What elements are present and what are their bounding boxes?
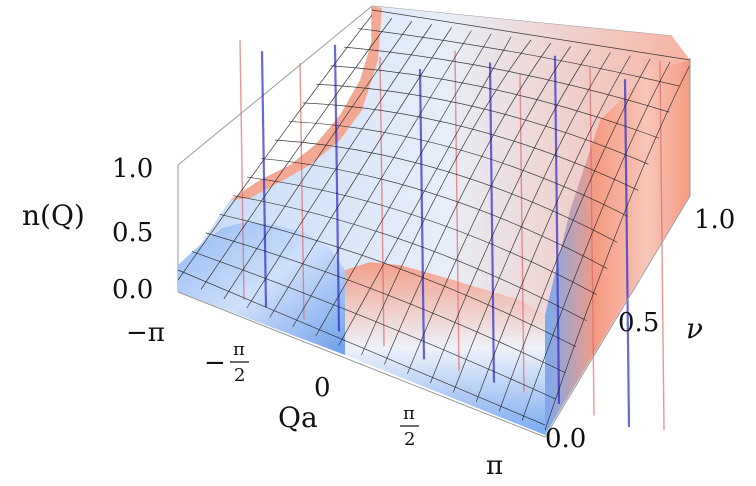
surface-stripe <box>333 44 341 332</box>
z-axis-label: n(Q) <box>22 199 85 232</box>
x-tick-frac: π 2 <box>230 339 249 386</box>
surface-stripe <box>519 73 525 393</box>
mesh-line <box>344 46 670 113</box>
z-tick-label: 0.0 <box>112 275 153 305</box>
mesh-line <box>407 46 572 374</box>
plot-box-front <box>177 58 691 438</box>
surface-stripe <box>623 79 631 428</box>
z-axis: 0.0 0.5 1.0 n(Q) <box>22 154 153 305</box>
x-axis: −π − π 2 0 π 2 π Qa <box>126 318 503 481</box>
surface-stripe <box>553 55 561 404</box>
mesh-line <box>498 58 651 412</box>
mesh-line <box>219 213 577 348</box>
y-axis: 0.0 0.5 1.0 ν <box>545 205 735 454</box>
mesh-line <box>338 36 512 346</box>
surface-stripe <box>488 62 496 383</box>
mesh-line <box>315 33 492 337</box>
mesh-line <box>269 27 452 318</box>
mesh-line <box>521 61 671 421</box>
x-tick-label: − <box>204 348 226 378</box>
y-axis-label: ν <box>686 312 703 345</box>
mesh-line <box>223 21 413 299</box>
mesh-line <box>330 65 660 139</box>
mesh-line <box>177 14 373 281</box>
x-tick-label: 0 <box>314 373 331 403</box>
surface-right <box>545 60 690 435</box>
mesh-line <box>177 269 546 426</box>
mesh-line <box>544 64 691 431</box>
x-axis-label: Qa <box>278 401 318 434</box>
mesh-line <box>371 9 691 61</box>
surface-mesh <box>177 9 691 431</box>
x-tick-frac-den: 2 <box>234 365 245 386</box>
surface-stripe <box>379 56 385 347</box>
mesh-line <box>361 39 532 356</box>
mesh-line <box>288 121 629 217</box>
x-tick-frac: π 2 <box>400 403 419 450</box>
mesh-line <box>302 102 639 191</box>
mesh-line <box>200 17 393 290</box>
x-tick-label: π <box>486 451 503 481</box>
mesh-line <box>292 30 472 328</box>
x-tick-label: −π <box>126 318 165 348</box>
mesh-line <box>358 28 680 87</box>
mesh-line <box>274 139 618 243</box>
x-tick-frac-num: π <box>403 403 415 424</box>
mesh-line <box>316 83 649 165</box>
mesh-line <box>384 42 552 365</box>
surface-stripe <box>454 50 460 371</box>
mesh-line <box>233 195 587 322</box>
mesh-line <box>261 158 608 269</box>
surface-front <box>345 262 545 435</box>
surface-stripe <box>239 39 245 301</box>
mesh-line <box>191 251 556 400</box>
x-tick-frac-num: π <box>233 339 245 360</box>
z-tick-label: 1.0 <box>112 154 153 184</box>
mesh-line <box>246 24 432 309</box>
surface-top <box>200 6 690 315</box>
mesh-line <box>429 49 591 384</box>
mesh-line <box>247 176 597 295</box>
y-tick-label: 0.5 <box>618 308 659 338</box>
mesh-line <box>475 55 631 402</box>
z-tick-label: 0.5 <box>112 218 153 248</box>
mesh-line <box>452 52 611 393</box>
surface-wall <box>230 6 382 200</box>
surface <box>178 6 690 435</box>
surface-stripe <box>299 62 305 320</box>
mesh-line <box>205 232 566 374</box>
surface-stripe <box>659 60 665 431</box>
y-tick-label: 0.0 <box>545 424 586 454</box>
y-tick-label: 1.0 <box>694 205 735 235</box>
x-tick-frac-den: 2 <box>404 429 415 450</box>
